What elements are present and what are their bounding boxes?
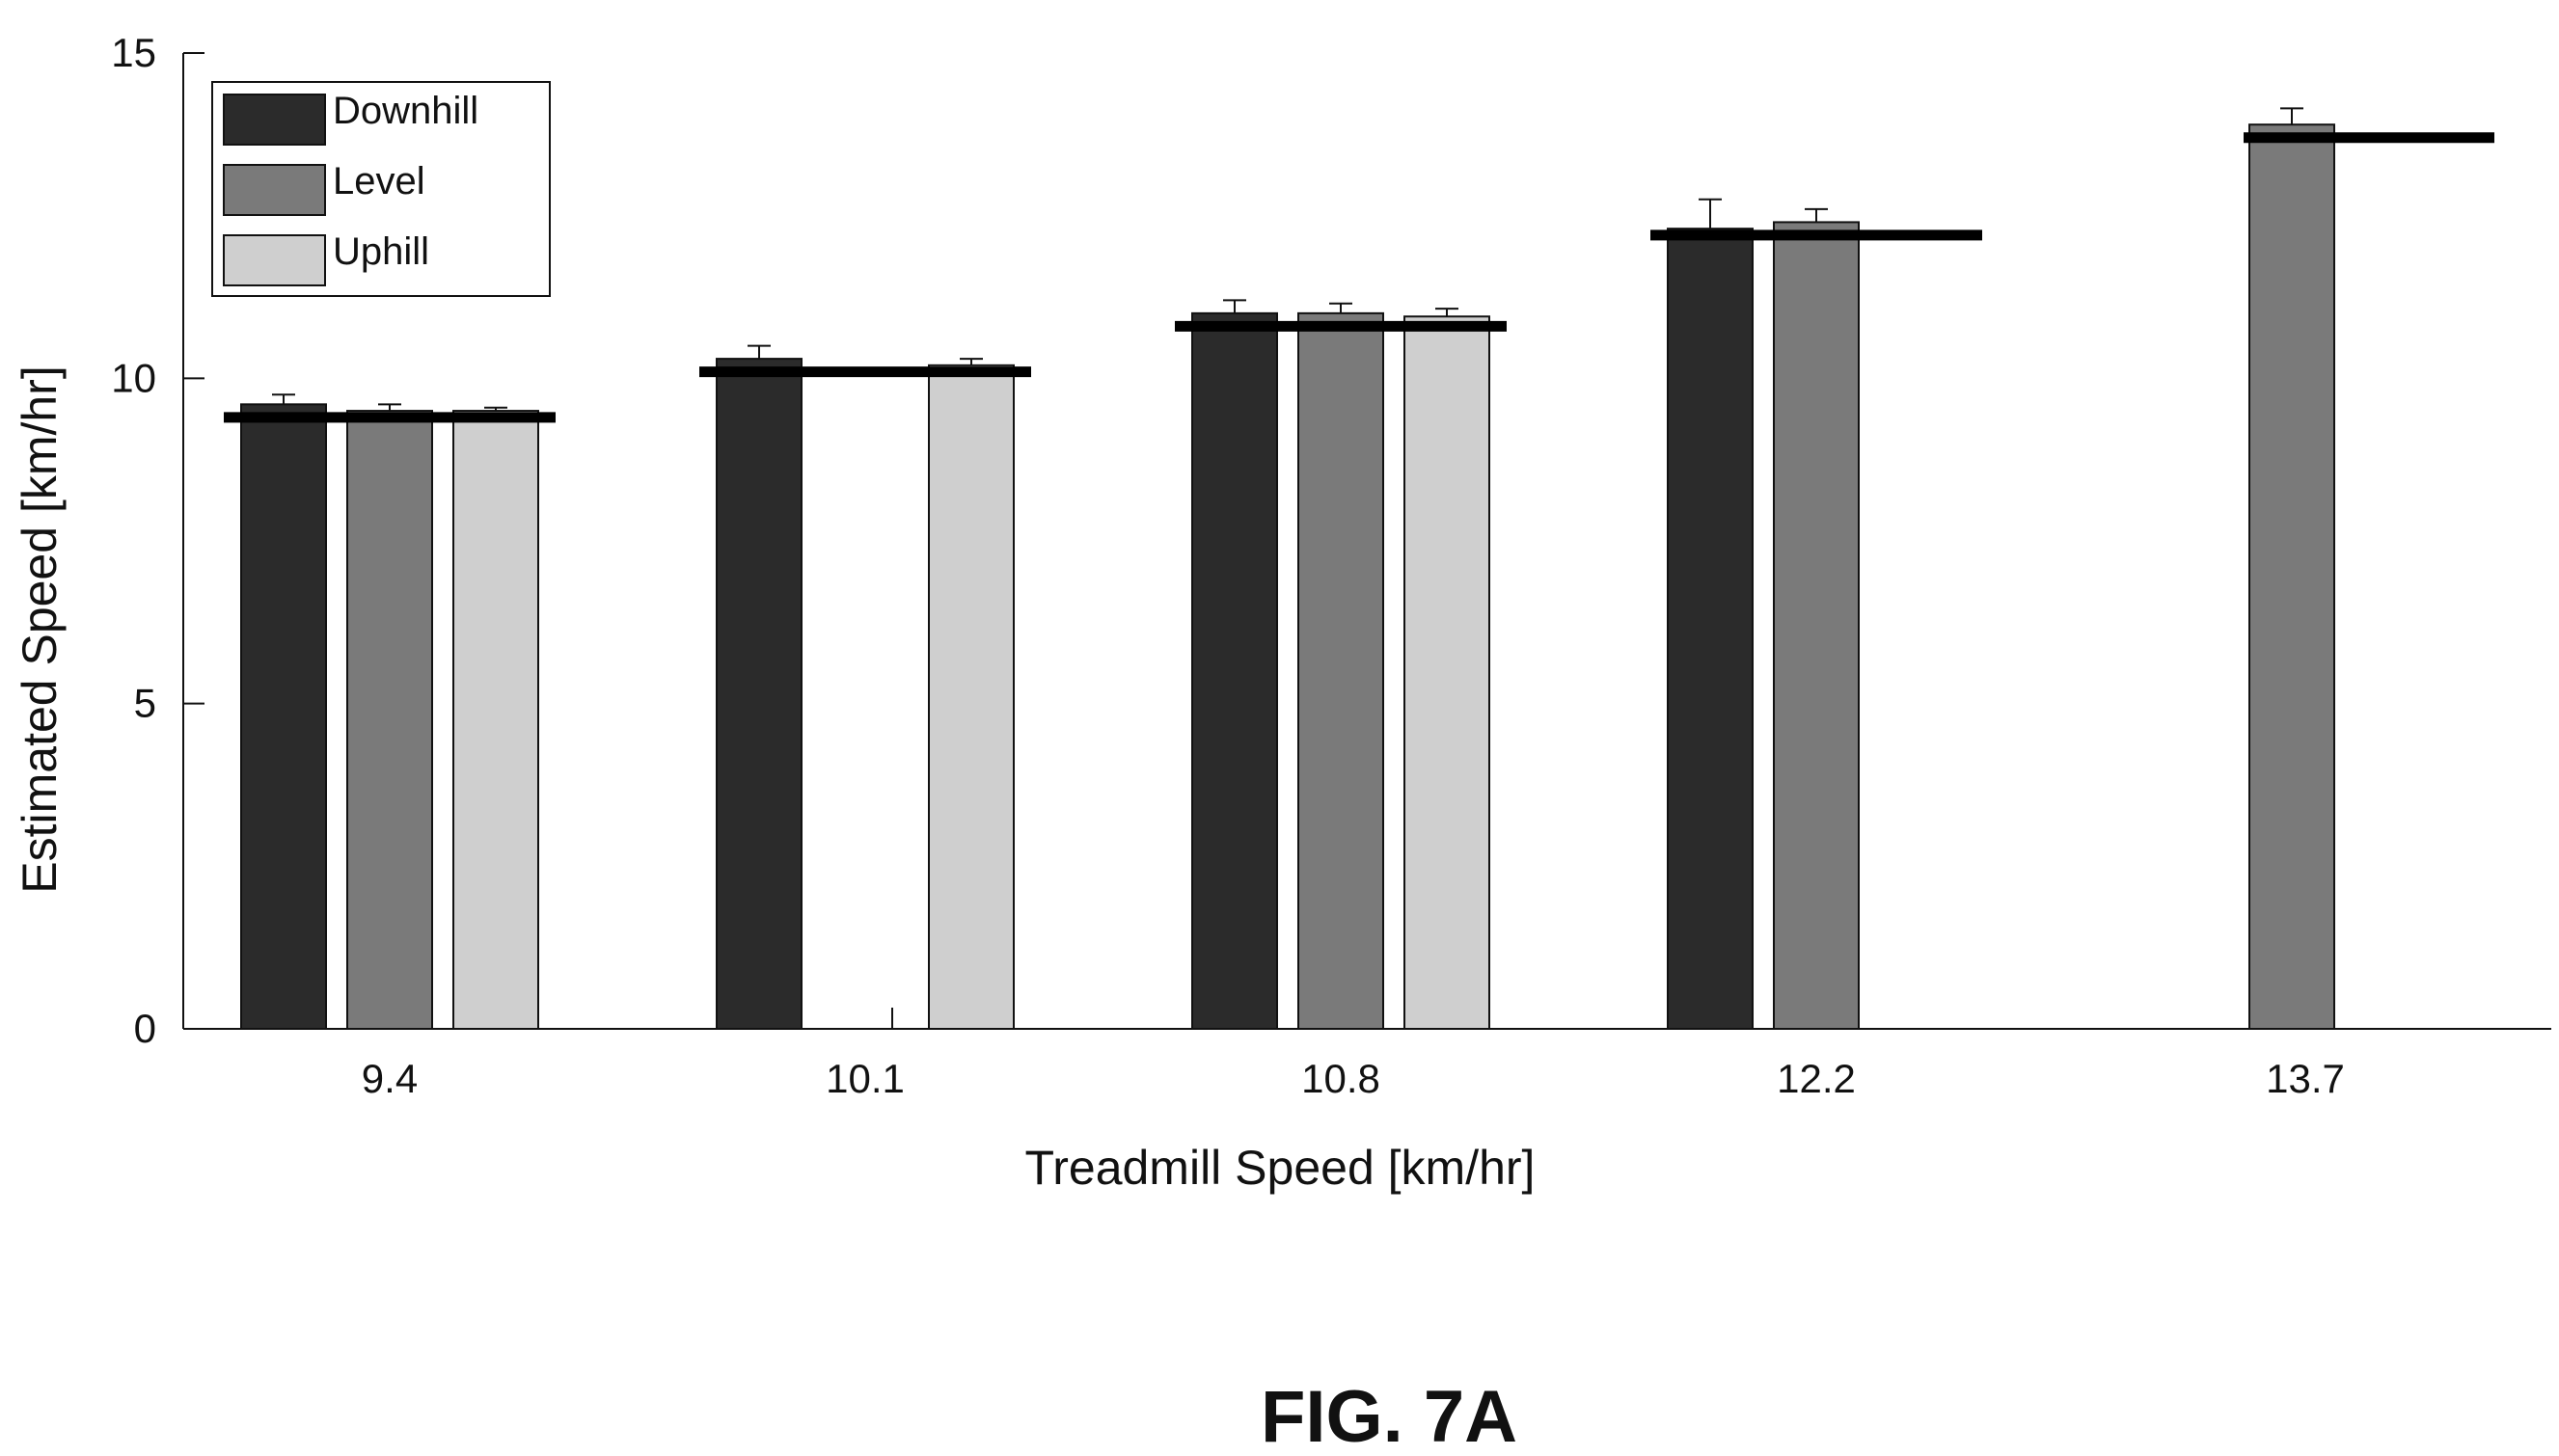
legend-label-level: Level bbox=[333, 160, 425, 202]
bar-downhill-9.4 bbox=[240, 403, 327, 1030]
y-axis-title: Estimated Speed [km/hr] bbox=[13, 365, 67, 893]
legend-swatch-uphill bbox=[223, 234, 326, 286]
axes-layer: 9.4 10.1 10.8 12.2 13.7 0 5 10 15 bbox=[111, 30, 2551, 1101]
bar-uphill-10.8 bbox=[1403, 315, 1490, 1030]
error-bars-layer bbox=[272, 107, 2303, 412]
y-tick-label-15: 15 bbox=[111, 30, 156, 75]
bar-level-10.8 bbox=[1297, 311, 1384, 1031]
legend-label-downhill: Downhill bbox=[333, 90, 478, 132]
x-tick-label-13.7: 13.7 bbox=[2266, 1056, 2345, 1101]
x-tick-label-9.4: 9.4 bbox=[362, 1056, 418, 1101]
y-tick-label-5: 5 bbox=[134, 681, 156, 726]
bar-uphill-10.1 bbox=[928, 364, 1015, 1030]
bar-level-13.7 bbox=[2248, 123, 2335, 1031]
y-tick-label-0: 0 bbox=[134, 1006, 156, 1051]
bar-level-12.2 bbox=[1773, 221, 1860, 1030]
y-tick-label-10: 10 bbox=[111, 355, 156, 400]
x-tick-label-12.2: 12.2 bbox=[1777, 1056, 1856, 1101]
legend-swatch-downhill bbox=[223, 94, 326, 146]
bars-layer bbox=[240, 123, 2335, 1031]
bar-uphill-9.4 bbox=[452, 410, 539, 1031]
figure-caption: FIG. 7A bbox=[1261, 1376, 1517, 1456]
legend-swatch-level bbox=[223, 164, 326, 216]
bar-level-9.4 bbox=[346, 410, 433, 1031]
x-tick-label-10.1: 10.1 bbox=[826, 1056, 905, 1101]
legend: Downhill Level Uphill bbox=[211, 81, 551, 297]
bar-downhill-10.8 bbox=[1191, 311, 1278, 1031]
x-tick-label-10.8: 10.8 bbox=[1301, 1056, 1380, 1101]
reference-lines-layer bbox=[224, 132, 2494, 423]
legend-label-uphill: Uphill bbox=[333, 230, 429, 273]
bar-downhill-10.1 bbox=[716, 358, 803, 1030]
x-axis-title: Treadmill Speed [km/hr] bbox=[1025, 1141, 1536, 1195]
bar-downhill-12.2 bbox=[1667, 228, 1754, 1031]
